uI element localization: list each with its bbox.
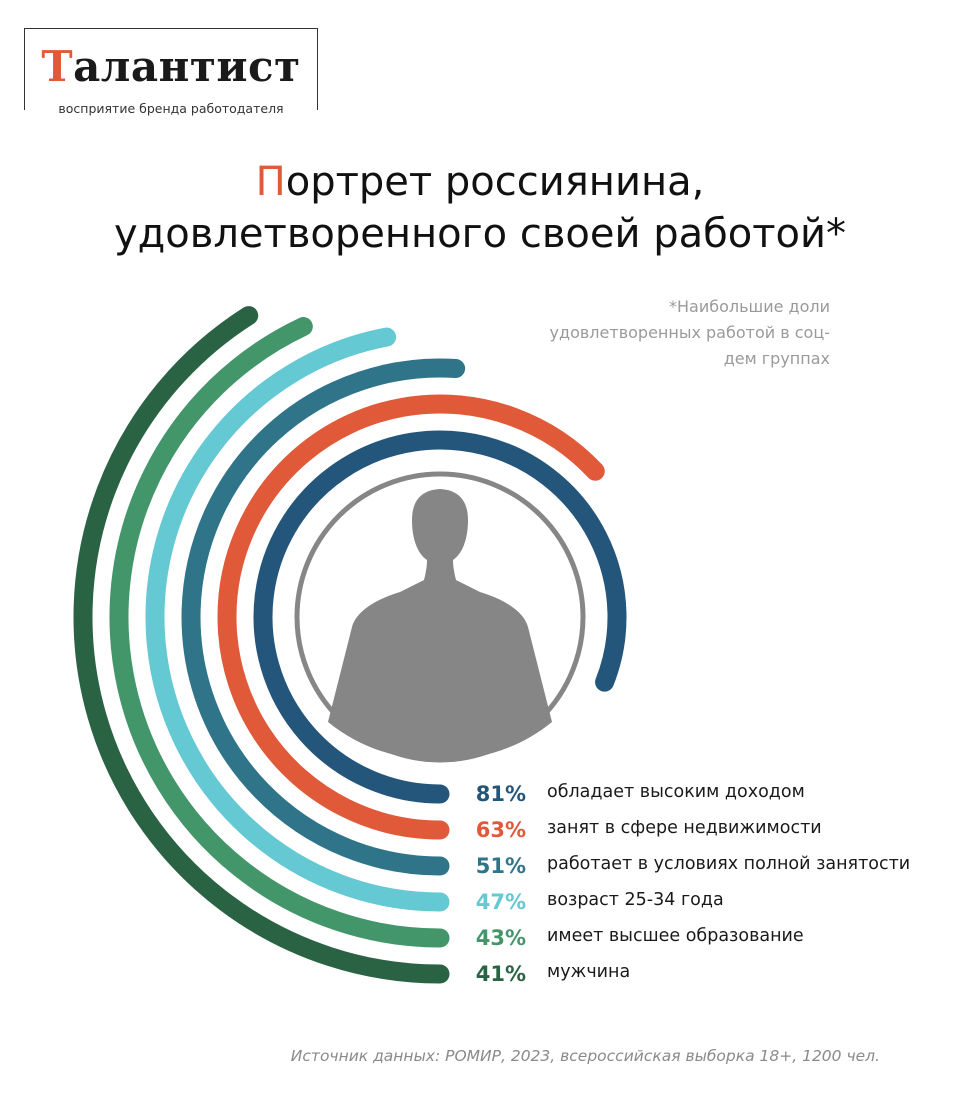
- logo-wordmark: Талантист: [25, 43, 317, 91]
- category-label-3: работает в условиях полной занятости: [547, 854, 910, 874]
- logo-rest: алантист: [73, 42, 301, 91]
- person-silhouette-icon: [328, 489, 552, 760]
- chart-arcs: [73, 306, 627, 984]
- value-label-2: 63%: [476, 818, 526, 842]
- value-label-5: 43%: [476, 926, 526, 950]
- value-label-6: 41%: [476, 962, 526, 986]
- arc-series-1: [253, 430, 627, 804]
- category-label-1: обладает высоким доходом: [547, 782, 805, 802]
- arc-series-5: [109, 317, 450, 948]
- category-label-5: имеет высшее образование: [547, 926, 804, 946]
- logo-first-letter: Т: [41, 42, 74, 91]
- title-first-letter: П: [255, 159, 286, 205]
- title-line-2: удовлетворенного своей работой*: [113, 211, 847, 257]
- arc-series-2: [217, 394, 605, 840]
- footnote: *Наибольшие доли удовлетворенных работой…: [549, 297, 830, 368]
- value-label-1: 81%: [476, 782, 526, 806]
- chart-labels: 81% обладает высоким доходом 63% занят в сф…: [476, 782, 910, 986]
- category-label-4: возраст 25-34 года: [547, 890, 724, 910]
- category-label-2: занят в сфере недвижимости: [547, 818, 822, 838]
- page-title: Портрет россиянина, удовлетворенного сво…: [0, 156, 960, 260]
- arc-series-6: [73, 306, 450, 984]
- value-label-4: 47%: [476, 890, 526, 914]
- source-note: Источник данных: РОМИР, 2023, всероссийс…: [290, 1047, 880, 1065]
- title-line-1-rest: ортрет россиянина,: [285, 159, 705, 205]
- title-line-1: Портрет россиянина,: [0, 156, 960, 208]
- arc-series-3: [181, 358, 466, 876]
- logo-tagline-text: восприятие бренда работодателя: [50, 101, 292, 116]
- person-avatar: [294, 471, 586, 763]
- arc-series-4: [145, 327, 450, 912]
- logo: Талантист восприятие бренда работодателя: [24, 28, 318, 116]
- category-label-6: мужчина: [547, 962, 630, 982]
- logo-tagline: восприятие бренда работодателя: [25, 101, 317, 116]
- value-label-3: 51%: [476, 854, 526, 878]
